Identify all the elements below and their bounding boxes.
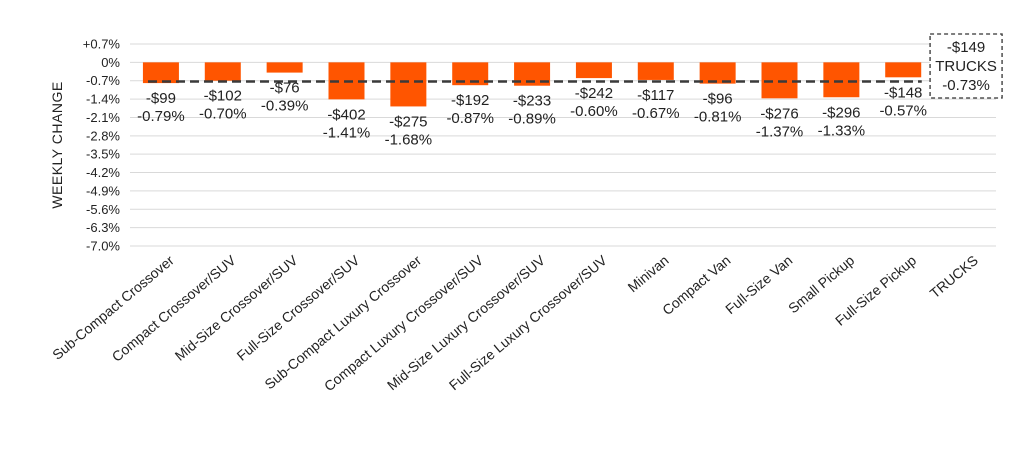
trucks-callout-box xyxy=(929,33,1003,99)
y-tick-label: -0.7% xyxy=(86,73,120,88)
data-label-dollar: -$192 xyxy=(451,92,489,109)
grid-layer xyxy=(130,43,996,247)
data-label-dollar: -$296 xyxy=(822,104,860,121)
y-tick-label: 0% xyxy=(101,55,120,70)
y-tick-label: -6.3% xyxy=(86,220,120,235)
y-tick-label: -2.1% xyxy=(86,110,120,125)
data-label-dollar: -$76 xyxy=(270,80,300,97)
y-axis-title: WEEKLY CHANGE xyxy=(49,81,65,208)
x-category-label: Compact Crossover/SUV xyxy=(109,252,240,365)
data-label-dollar: -$233 xyxy=(513,93,551,110)
y-tick-label: -2.8% xyxy=(86,128,120,143)
data-label-percent: -1.33% xyxy=(818,122,866,139)
bar xyxy=(823,62,860,98)
data-label-dollar: -$402 xyxy=(327,106,365,123)
x-category-label: Full-Size Crossover/SUV xyxy=(234,252,363,364)
x-category-label: Compact Van xyxy=(659,252,733,318)
y-tick-label: -7.0% xyxy=(86,239,120,254)
data-label-percent: -0.89% xyxy=(508,111,556,128)
y-tick-label: -4.9% xyxy=(86,183,120,198)
data-label-dollar: -$276 xyxy=(760,105,798,122)
y-tick-label: -1.4% xyxy=(86,92,120,107)
y-tick-label: -5.6% xyxy=(86,202,120,217)
data-label-dollar: -$275 xyxy=(389,113,427,130)
data-label-percent: -0.67% xyxy=(632,105,680,122)
bar xyxy=(142,62,179,84)
data-label-percent: -0.87% xyxy=(446,110,494,127)
trucks-callout-percent: -0.73% xyxy=(942,77,990,94)
bar xyxy=(514,62,551,86)
bar xyxy=(204,62,241,81)
bar xyxy=(699,62,736,84)
data-label-percent: -0.70% xyxy=(199,106,247,123)
data-label-percent: -0.81% xyxy=(694,109,742,126)
bar xyxy=(885,62,922,78)
data-label-dollar: -$102 xyxy=(204,88,242,105)
data-label-percent: -1.41% xyxy=(323,124,371,141)
y-tick-label: +0.7% xyxy=(83,37,121,52)
x-category-label: Mid-Size Crossover/SUV xyxy=(172,252,301,364)
data-label-dollar: -$117 xyxy=(637,87,674,104)
data-label-percent: -0.60% xyxy=(570,103,618,120)
data-label-percent: -0.39% xyxy=(261,98,309,115)
data-label-dollar: -$148 xyxy=(884,84,922,101)
x-category-label: Full-Size Van xyxy=(722,252,795,317)
bar xyxy=(266,62,303,73)
bar xyxy=(637,62,674,80)
data-label-percent: -1.37% xyxy=(756,123,804,140)
y-tick-labels: +0.7% 0% -0.7% -1.4% -2.1% -2.8% -3.5% -4.2% -4.… xyxy=(83,37,121,254)
data-labels: -$99-0.79% -$102-0.70% -$76-0.39% -$402-1.4… xyxy=(137,80,927,149)
x-category-label: Sub-Compact Crossover xyxy=(49,252,177,363)
bar xyxy=(452,62,489,86)
data-label-percent: -0.57% xyxy=(879,102,927,119)
data-label-dollar: -$96 xyxy=(703,91,733,108)
x-category-label: TRUCKS xyxy=(927,252,981,301)
y-tick-label: -3.5% xyxy=(86,147,120,162)
bar xyxy=(575,62,612,79)
trucks-callout-label: TRUCKS xyxy=(935,58,997,75)
data-label-dollar: -$242 xyxy=(575,85,613,102)
y-tick-label: -4.2% xyxy=(86,165,120,180)
data-label-percent: -0.79% xyxy=(137,108,185,125)
trucks-callout: -$149 TRUCKS -0.73% xyxy=(929,33,1003,99)
x-category-label: Minivan xyxy=(624,252,671,295)
data-label-dollar: -$99 xyxy=(146,90,176,107)
data-label-percent: -1.68% xyxy=(385,131,433,148)
bar xyxy=(390,62,427,107)
trucks-callout-dollar: -$149 xyxy=(947,39,985,56)
